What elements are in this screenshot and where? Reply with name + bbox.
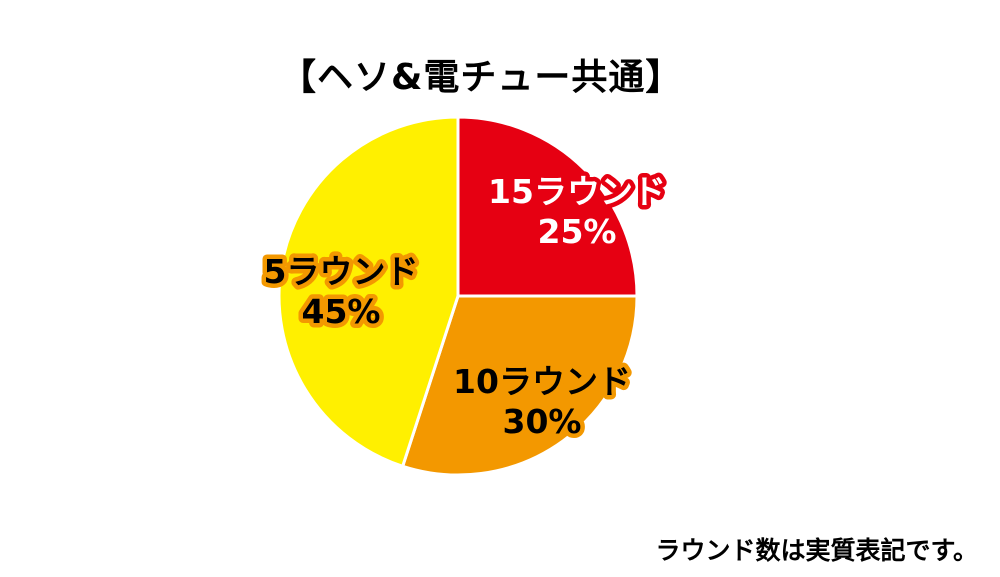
slice-category-label-0: 15ラウンド	[488, 172, 666, 211]
pie-slice-1	[401, 294, 639, 477]
pie-labels: 15ラウンド 25% 10ラウンド 30% 5ラウンド 45%	[259, 168, 670, 446]
slice-value-label-2: 45%	[302, 292, 381, 331]
pie-slices	[277, 115, 639, 477]
slice-category-label-2: 5ラウンド	[264, 252, 419, 291]
slice-category-label-1: 10ラウンド	[453, 362, 631, 401]
pie-slice-0	[456, 115, 639, 298]
slice-label-0: 15ラウンド 25%	[488, 172, 666, 251]
slice-label-2: 5ラウンド 45%	[264, 252, 419, 331]
chart-title: 【ヘソ&電チュー共通】	[280, 57, 683, 98]
slice-value-label-1: 30%	[503, 402, 582, 441]
footnote: ラウンド数は実質表記です。	[655, 536, 978, 565]
slice-label-1: 10ラウンド 30%	[453, 362, 631, 441]
pie-slice-2	[277, 115, 460, 468]
slice-value-label-0: 25%	[538, 212, 617, 251]
